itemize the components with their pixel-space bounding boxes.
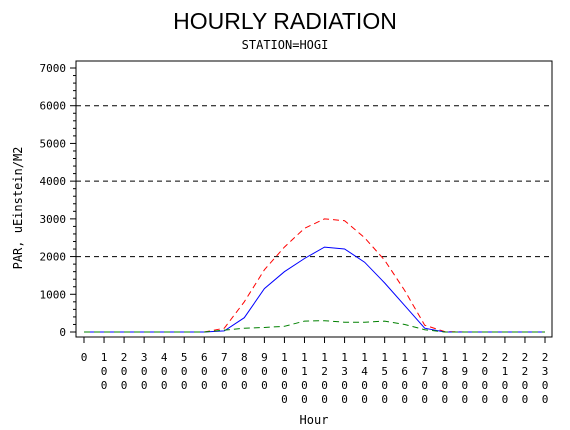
y-tick-label: 5000 xyxy=(40,137,67,150)
series-line-1 xyxy=(84,218,545,333)
y-axis-label: PAR, uEinstein/M2 xyxy=(11,147,25,270)
y-tick-label: 0 xyxy=(59,326,66,339)
series-line-3 xyxy=(84,320,545,333)
y-axis: 0 1000 2000 3000 4000 5000 6000 7000 xyxy=(40,62,76,339)
chart-title: HOURLY RADIATION xyxy=(173,8,397,34)
plot-area xyxy=(75,60,553,338)
x-tick-label: 0 xyxy=(81,351,88,364)
x-axis: 0 1 0 0 2 0 0 3 0 0 4 0 0 5 0 0 6 0 0 7 0 0 8 0 0 9 0 0 1 0 0 0 1 1 0 0 1 2 0 0… xyxy=(81,337,549,406)
y-tick-label: 1000 xyxy=(40,288,67,301)
series-line-2 xyxy=(84,246,545,333)
reference-lines xyxy=(76,105,552,258)
y-tick-label: 3000 xyxy=(40,213,67,226)
x-axis-label: Hour xyxy=(300,413,329,427)
y-tick-label: 7000 xyxy=(40,62,67,75)
y-tick-label: 4000 xyxy=(40,175,67,188)
y-tick-label: 6000 xyxy=(40,100,67,113)
chart-subtitle: STATION=HOGI xyxy=(242,38,329,52)
series-lines xyxy=(84,218,545,333)
y-tick-label: 2000 xyxy=(40,251,67,264)
